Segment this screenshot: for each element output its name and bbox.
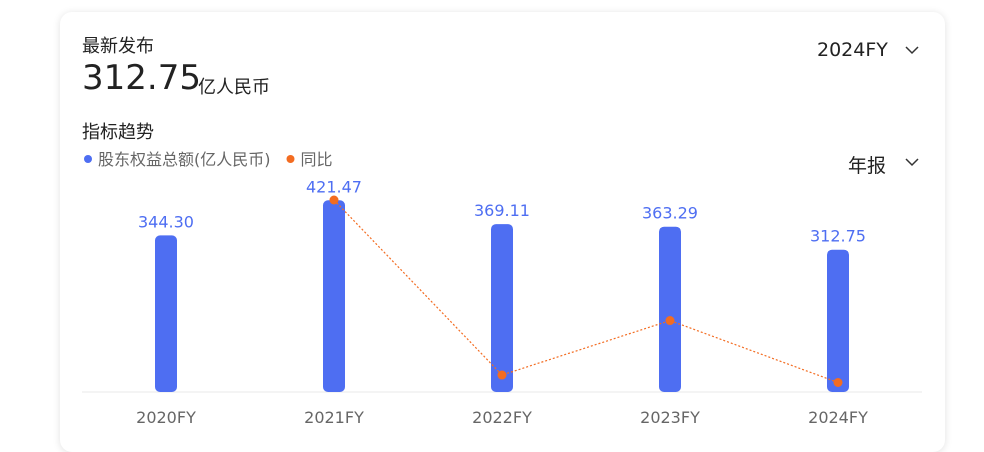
x-tick-label: 2021FY (304, 408, 364, 427)
value-label: 369.11 (474, 201, 530, 220)
yoy-line (333, 199, 839, 384)
value-label: 312.75 (810, 227, 866, 246)
latest-label: 最新发布 (82, 36, 154, 57)
x-tick-label: 2024FY (808, 408, 868, 427)
period-select[interactable]: 2024FY (817, 39, 888, 61)
bar (323, 200, 345, 392)
report-select[interactable]: 年报 (848, 151, 886, 178)
period-text: 2024FY (817, 39, 888, 61)
bar (659, 226, 681, 392)
legend-dot (286, 155, 295, 163)
value-label: 344.30 (138, 212, 194, 231)
chevron (905, 46, 919, 55)
page: 最新发布 312.75 亿人民币 2024FY 股东权益总额(亿人民币) 同比 20… (82, 36, 922, 427)
latest-unit: 亿人民币 (198, 77, 270, 98)
yoy-point (329, 195, 339, 205)
report-text: 年报 (848, 155, 887, 177)
legend-label: 同比 (301, 150, 333, 169)
yoy-point (833, 378, 843, 388)
value-label: 363.29 (642, 204, 698, 223)
legend-label: 股东权益总额(亿人民币) (98, 150, 271, 169)
section-title: 指标趋势 (82, 122, 154, 143)
yoy-point (665, 316, 675, 326)
chart: 股东权益总额(亿人民币) 同比 2020FY 2021FY 2022FY 2023FY 20… (82, 46, 922, 427)
bar (155, 235, 177, 392)
x-tick-label: 2020FY (136, 408, 196, 427)
chevron (905, 158, 919, 167)
x-tick-label: 2023FY (640, 408, 700, 427)
legend-dot (84, 155, 92, 163)
bar (491, 224, 513, 392)
x-tick-label: 2022FY (472, 408, 532, 427)
bar (827, 249, 849, 392)
yoy-point (497, 370, 507, 380)
value-label: 421.47 (306, 177, 362, 196)
latest-value: 312.75 (82, 58, 201, 98)
